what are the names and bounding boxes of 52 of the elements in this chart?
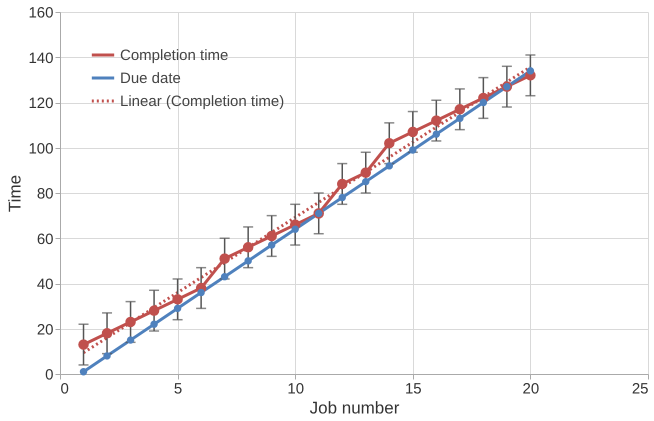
- point: [291, 226, 299, 233]
- point: [150, 320, 158, 328]
- x-tick-label: 0: [60, 380, 69, 398]
- point: [362, 178, 370, 186]
- point: [360, 167, 372, 178]
- point: [408, 126, 418, 138]
- point: [431, 115, 442, 126]
- y-tick-label: 60: [36, 230, 54, 248]
- y-tick-label: 120: [28, 95, 54, 112]
- point: [103, 352, 111, 360]
- point: [102, 328, 112, 339]
- x-tick-label: 5: [174, 380, 182, 398]
- point: [480, 98, 488, 106]
- y-tick-label: 100: [28, 140, 54, 158]
- point: [409, 146, 417, 154]
- x-tick-label: 20: [522, 380, 540, 398]
- point: [268, 241, 276, 249]
- point: [80, 368, 88, 376]
- point: [338, 194, 346, 202]
- point: [148, 305, 160, 316]
- y-axis-title: Time: [5, 174, 24, 212]
- point: [219, 253, 230, 264]
- y-tick-label: 140: [28, 50, 54, 67]
- point: [242, 242, 254, 253]
- point: [384, 138, 395, 148]
- legend-label: Completion time: [120, 47, 228, 64]
- point: [526, 67, 534, 75]
- point: [174, 304, 182, 312]
- point: [197, 288, 205, 296]
- x-axis-title: Job number: [310, 398, 400, 418]
- legend-label: Due date: [120, 70, 181, 87]
- point: [432, 130, 440, 138]
- point: [456, 114, 464, 122]
- point: [126, 336, 134, 344]
- point: [172, 294, 183, 305]
- y-tick-label: 0: [45, 366, 54, 384]
- x-tick-label: 15: [404, 380, 422, 398]
- y-tick-label: 40: [36, 276, 54, 293]
- x-tick-label: 10: [287, 380, 304, 398]
- point: [220, 273, 228, 280]
- y-tick-label: 80: [36, 186, 54, 202]
- legend-label: Linear (Completion time): [120, 93, 284, 110]
- point: [454, 104, 466, 115]
- y-tick-label: 160: [28, 4, 54, 22]
- x-tick-label: 25: [632, 380, 648, 398]
- point: [244, 257, 252, 265]
- point: [125, 316, 136, 328]
- point: [266, 230, 277, 242]
- y-tick-label: 20: [36, 321, 54, 338]
- point: [336, 178, 348, 190]
- point: [78, 339, 89, 350]
- point: [386, 162, 393, 170]
